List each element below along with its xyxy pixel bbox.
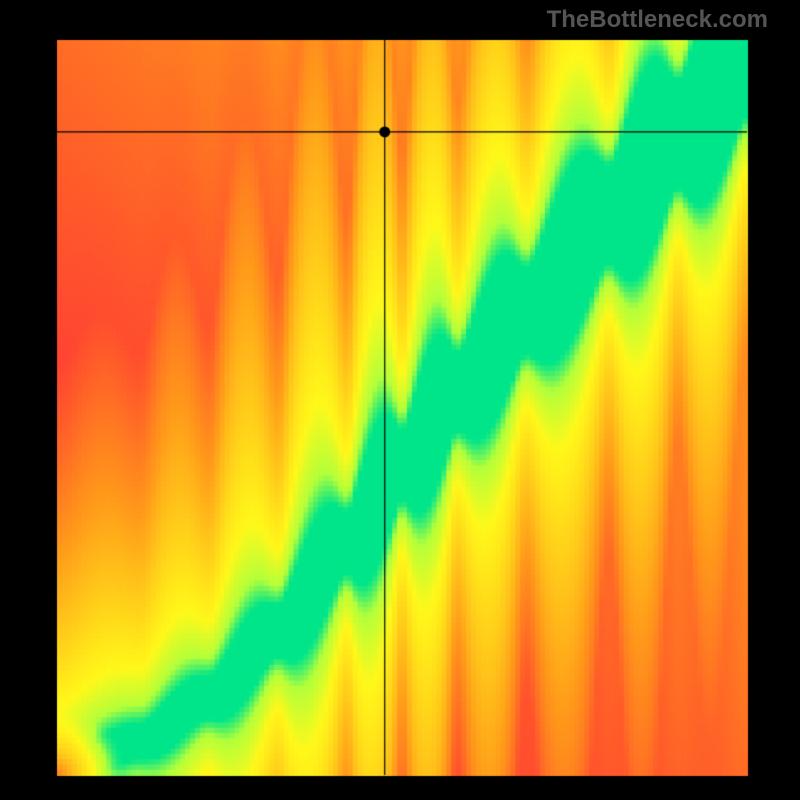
watermark-text: TheBottleneck.com <box>547 6 768 34</box>
bottleneck-heatmap <box>0 0 800 800</box>
chart-container: TheBottleneck.com <box>0 0 800 800</box>
